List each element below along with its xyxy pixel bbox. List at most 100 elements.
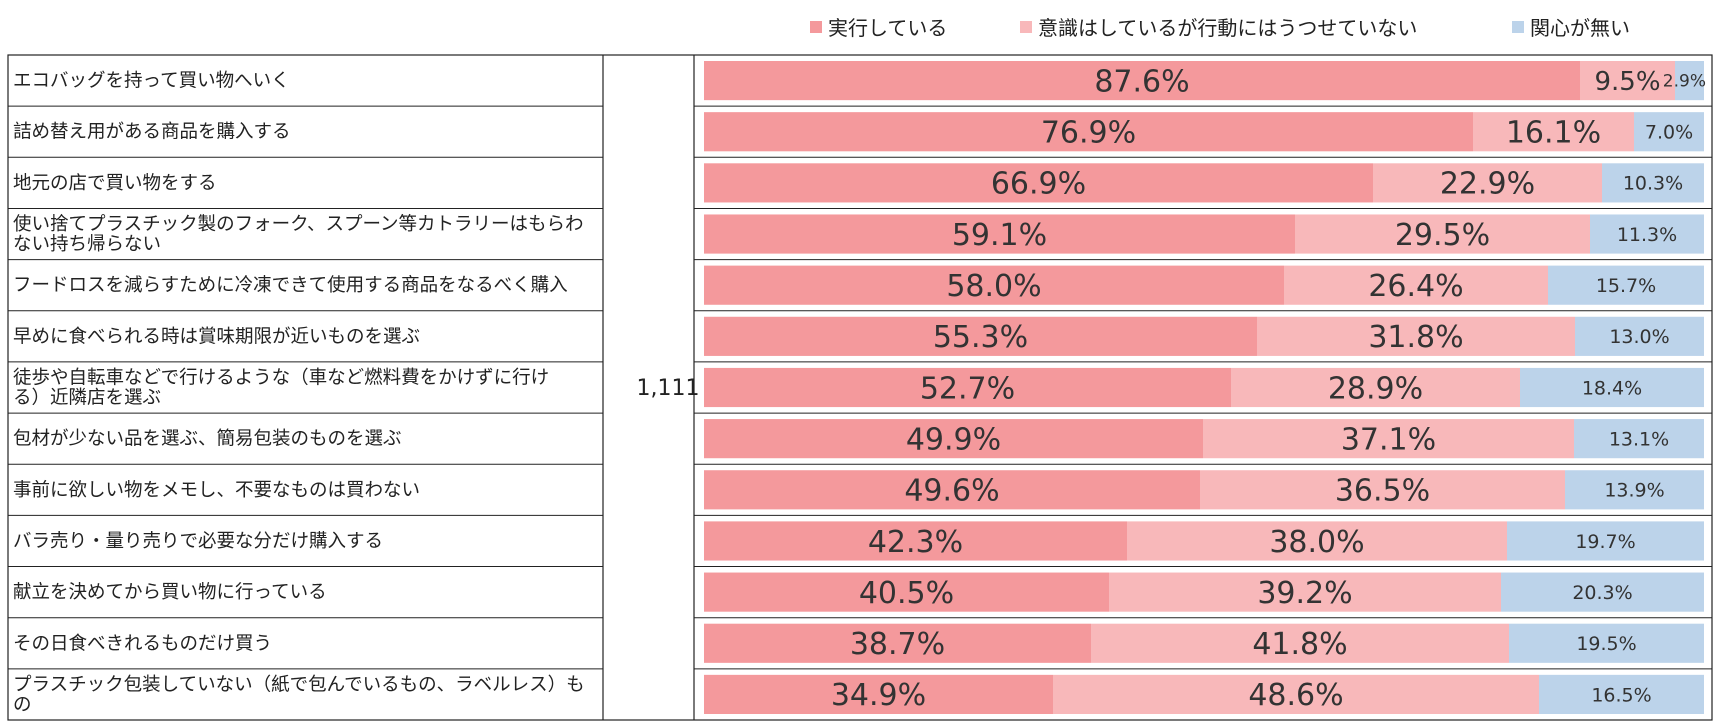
bar-segment-executing xyxy=(704,623,1091,663)
value-label-executing: 66.9% xyxy=(991,167,1086,202)
category-label: バラ売り・量り売りで必要な分だけ購入する xyxy=(13,531,383,552)
value-label-aware: 22.9% xyxy=(1440,167,1535,202)
bar-segment-executing xyxy=(704,572,1109,612)
bar-segment-executing xyxy=(704,674,1053,714)
bar-segment-aware xyxy=(1127,521,1507,561)
category-label: 早めに食べられる時は賞味期限が近いものを選ぶ xyxy=(13,326,420,347)
bar-segment-aware xyxy=(1284,265,1548,305)
bar-segment-executing xyxy=(704,214,1295,254)
bar-segment-no-interest xyxy=(1590,214,1704,254)
category-label: る）近隣店を選ぶ xyxy=(13,388,161,409)
bar-segment-executing xyxy=(704,112,1473,152)
value-label-aware: 29.5% xyxy=(1395,218,1490,253)
value-label-no-interest: 11.3% xyxy=(1617,224,1677,246)
table-grid xyxy=(7,54,1713,721)
value-label-no-interest: 13.0% xyxy=(1609,326,1669,348)
bar-segment-aware xyxy=(1580,61,1675,101)
value-label-aware: 48.6% xyxy=(1248,678,1343,713)
bar-segment-executing xyxy=(704,316,1257,356)
bar-segment-executing xyxy=(704,163,1373,203)
bar-segment-executing xyxy=(704,419,1203,459)
category-label: ない持ち帰らない xyxy=(13,234,161,255)
category-label: エコバッグを持って買い物へいく xyxy=(13,71,290,92)
legend-item-no-interest: 関心が無い xyxy=(1512,12,1630,41)
value-label-executing: 40.5% xyxy=(859,576,954,611)
category-label: 徒歩や自転車などで行けるような（車など燃料費をかけずに行け xyxy=(13,368,549,389)
bars-group: 87.6% 9.5% 2.9% 76.9% 16.1% 7.0% 66.9% 22.9% 10.… xyxy=(704,61,1706,714)
bar-segment-aware xyxy=(1109,572,1501,612)
category-label: 事前に欲しい物をメモし、不要なものは買わない xyxy=(13,480,420,501)
value-label-no-interest: 15.7% xyxy=(1596,275,1656,297)
bar-segment-no-interest xyxy=(1507,521,1704,561)
legend-swatch-executing xyxy=(810,20,822,33)
bar-segment-no-interest xyxy=(1634,112,1704,152)
bar-segment-no-interest xyxy=(1548,265,1704,305)
value-label-no-interest: 19.5% xyxy=(1576,633,1636,655)
bar-segment-aware xyxy=(1203,419,1574,459)
value-label-executing: 34.9% xyxy=(831,678,926,713)
value-label-aware: 16.1% xyxy=(1506,116,1601,151)
value-label-no-interest: 10.3% xyxy=(1623,173,1683,195)
value-label-executing: 59.1% xyxy=(952,218,1047,253)
value-label-aware: 38.0% xyxy=(1269,525,1364,560)
sample-size-label: 1,111 xyxy=(637,376,700,401)
bar-segment-no-interest xyxy=(1539,674,1704,714)
bar-segment-executing xyxy=(704,265,1284,305)
value-label-executing: 58.0% xyxy=(946,269,1041,304)
bar-segment-aware xyxy=(1473,112,1634,152)
bar-segment-no-interest xyxy=(1675,61,1704,101)
legend-item-executing: 実行している xyxy=(810,12,947,41)
bar-segment-executing xyxy=(704,367,1231,408)
value-label-aware: 39.2% xyxy=(1257,576,1352,611)
value-label-executing: 76.9% xyxy=(1041,116,1136,151)
value-label-executing: 87.6% xyxy=(1094,64,1189,99)
category-label: 詰め替え用がある商品を購入する xyxy=(13,122,291,143)
value-label-no-interest: 13.1% xyxy=(1609,428,1669,450)
bar-segment-aware xyxy=(1257,316,1575,356)
value-label-executing: 55.3% xyxy=(933,320,1028,355)
value-label-executing: 49.9% xyxy=(906,422,1001,457)
value-label-aware: 37.1% xyxy=(1341,422,1436,457)
category-label: プラスチック包装していない（紙で包んでいるもの、ラベルレス）も xyxy=(13,674,585,695)
category-label: その日食べきれるものだけ買う xyxy=(13,633,272,654)
value-label-aware: 9.5% xyxy=(1594,67,1660,97)
bar-segment-executing xyxy=(704,470,1200,510)
category-labels-group: エコバッグを持って買い物へいく詰め替え用がある商品を購入する地元の店で買い物をす… xyxy=(13,71,585,716)
value-label-no-interest: 20.3% xyxy=(1572,582,1632,604)
value-label-executing: 38.7% xyxy=(850,627,945,662)
value-label-no-interest: 7.0% xyxy=(1645,122,1693,144)
bar-segment-aware xyxy=(1295,214,1590,254)
bar-segment-no-interest xyxy=(1602,163,1704,203)
value-label-no-interest: 2.9% xyxy=(1663,72,1706,92)
value-label-executing: 52.7% xyxy=(920,371,1015,406)
value-label-no-interest: 19.7% xyxy=(1575,531,1635,553)
bar-segment-no-interest xyxy=(1520,367,1704,408)
bar-segment-no-interest xyxy=(1565,470,1704,510)
category-label: 包材が少ない品を選ぶ、簡易包装のものを選ぶ xyxy=(13,429,402,450)
bar-segment-executing xyxy=(704,61,1580,101)
value-label-no-interest: 13.9% xyxy=(1604,480,1664,502)
bar-segment-no-interest xyxy=(1509,623,1704,663)
bar-segment-executing xyxy=(704,521,1127,561)
category-label: フードロスを減らすために冷凍できて使用する商品をなるべく購入 xyxy=(13,275,568,296)
category-label: 献立を決めてから買い物に行っている xyxy=(13,582,327,603)
value-label-aware: 31.8% xyxy=(1368,320,1463,355)
value-label-executing: 49.6% xyxy=(904,474,999,509)
bar-segment-aware xyxy=(1053,674,1539,714)
table-border xyxy=(7,54,1713,721)
bar-segment-aware xyxy=(1091,623,1509,663)
legend-label-aware: 意識はしているが行動にはうつせていない xyxy=(1038,16,1418,40)
legend-label-executing: 実行している xyxy=(828,16,948,40)
bar-segment-no-interest xyxy=(1574,419,1704,459)
category-label: 使い捨てプラスチック製のフォーク、スプーン等カトラリーはもらわ xyxy=(13,214,584,235)
value-label-aware: 28.9% xyxy=(1328,371,1423,406)
legend-item-aware: 意識はしているが行動にはうつせていない xyxy=(1020,12,1417,41)
bar-segment-aware xyxy=(1373,163,1602,203)
legend: 実行している 意識はしているが行動にはうつせていない 関心が無い xyxy=(0,8,1714,44)
value-label-no-interest: 16.5% xyxy=(1591,684,1651,706)
bar-segment-no-interest xyxy=(1501,572,1704,612)
category-label: 地元の店で買い物をする xyxy=(13,173,217,194)
value-label-aware: 26.4% xyxy=(1368,269,1463,304)
value-label-no-interest: 18.4% xyxy=(1582,377,1642,399)
